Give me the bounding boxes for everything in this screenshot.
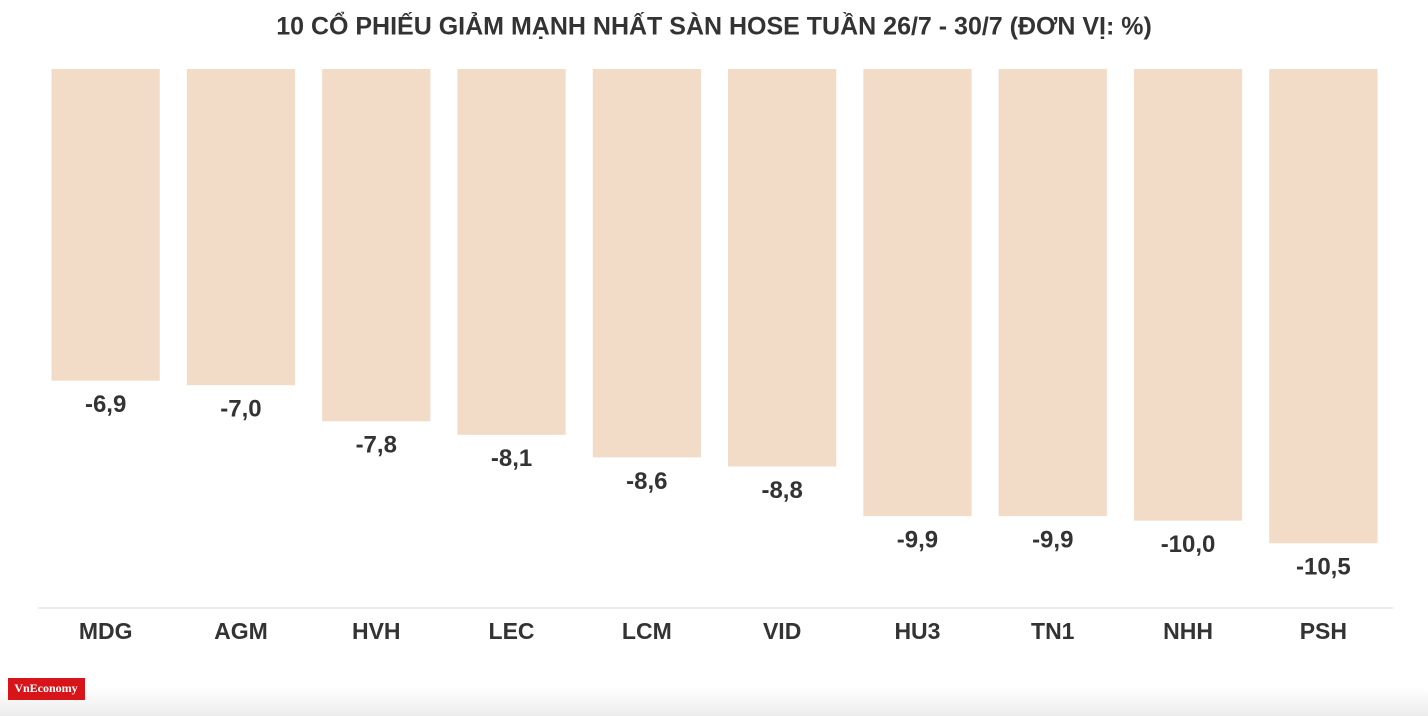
- x-tick-label: NHH: [1163, 618, 1213, 644]
- logo-text: VnEconomy: [14, 681, 77, 695]
- x-tick-label: MDG: [79, 618, 133, 644]
- data-label: -7,0: [220, 396, 261, 423]
- bar: [51, 69, 160, 381]
- data-label: -7,8: [356, 432, 397, 459]
- data-label: -8,6: [626, 468, 667, 495]
- x-tick-label: LCM: [622, 618, 672, 644]
- x-tick-label: PSH: [1300, 618, 1347, 644]
- bar: [457, 69, 566, 435]
- data-label: -9,9: [1032, 526, 1073, 553]
- data-label: -10,5: [1296, 554, 1351, 581]
- x-tick-label: TN1: [1031, 618, 1075, 644]
- chart-title: 10 CỔ PHIẾU GIẢM MẠNH NHẤT SÀN HOSE TUẦN…: [276, 11, 1152, 41]
- data-label: -6,9: [85, 391, 126, 418]
- data-label: -8,8: [761, 477, 802, 504]
- x-tick-label: VID: [763, 618, 801, 644]
- data-label: -8,1: [491, 445, 532, 472]
- bar: [863, 69, 972, 517]
- bar: [998, 69, 1107, 517]
- x-tick-label: LEC: [489, 618, 535, 644]
- bar: [592, 69, 701, 458]
- bar: [1269, 69, 1378, 544]
- logo-box: [8, 678, 85, 700]
- bar: [1133, 69, 1243, 521]
- bar: [186, 69, 296, 386]
- x-tick-label: HU3: [894, 618, 940, 644]
- bar: [728, 69, 837, 467]
- data-label: -10,0: [1161, 531, 1216, 558]
- bar: [322, 69, 431, 422]
- footer-band: [0, 688, 1428, 716]
- x-tick-label: AGM: [214, 618, 268, 644]
- data-label: -9,9: [897, 526, 938, 553]
- x-tick-label: HVH: [352, 618, 401, 644]
